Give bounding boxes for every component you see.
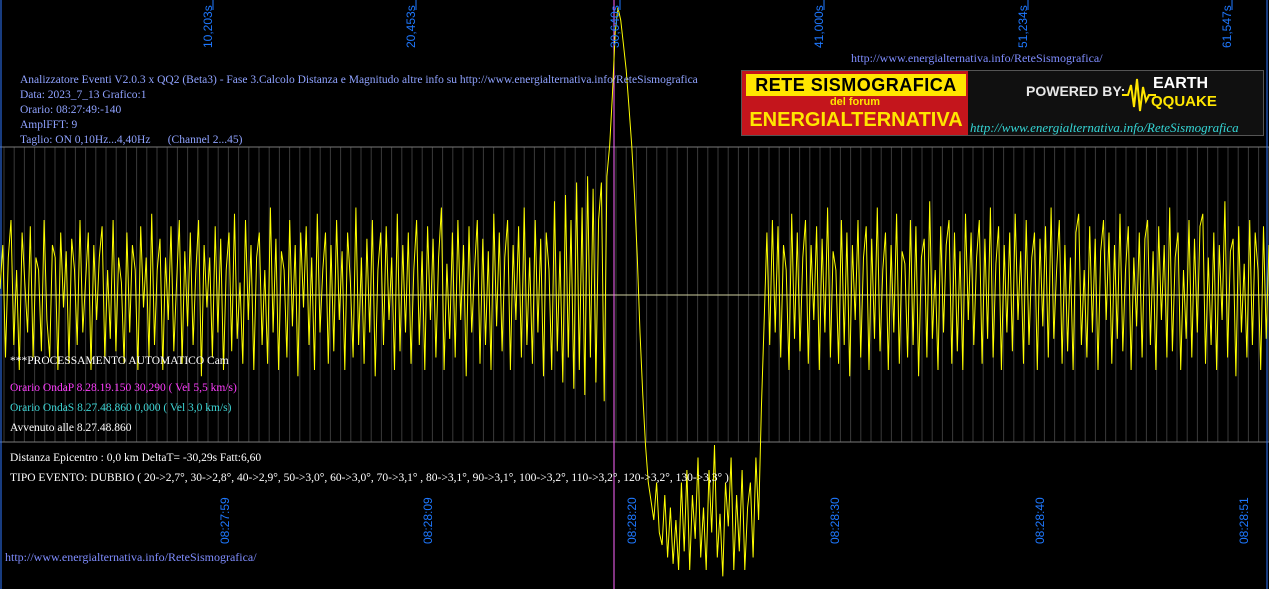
seconds-tick-label: 20,453s — [404, 5, 418, 48]
logo-forum-name: ENERGIALTERNATIVA — [749, 109, 963, 131]
seconds-tick-label: 61,547s — [1220, 5, 1234, 48]
brand-qquake: QQUAKE — [1151, 93, 1217, 110]
onda-s-time: Orario OndaS 8.27.48.860 0,000 ( Vel 3,0… — [10, 402, 232, 414]
orario-line: Orario: 08:27:49:-140 — [20, 104, 122, 116]
processing-status: ***PROCESSAMENTO AUTOMATICO Cam — [10, 355, 229, 367]
logo-url[interactable]: http://www.energialternativa.info/ReteSi… — [970, 120, 1239, 135]
time-tick-label: 08:27:59 — [218, 497, 232, 544]
time-tick-label: 08:28:09 — [421, 497, 435, 544]
rete-sismografica-logo: RETE SISMOGRAFICA del forum ENERGIALTERN… — [741, 70, 1264, 136]
top-url-link[interactable]: http://www.energialternativa.info/ReteSi… — [851, 51, 1103, 65]
seismic-wave-icon — [1122, 78, 1156, 112]
event-time: Avvenuto alle 8.27.48.860 — [10, 422, 132, 434]
time-tick-label: 08:28:30 — [828, 497, 842, 544]
analyzer-title: Analizzatore Eventi V2.0.3 x QQ2 (Beta3)… — [20, 74, 698, 86]
seconds-tick-label: 10,203s — [201, 5, 215, 48]
onda-p-time: Orario OndaP 8.28.19.150 30,290 ( Vel 5,… — [10, 382, 237, 394]
data-line: Data: 2023_7_13 Grafico:1 — [20, 89, 147, 101]
time-tick-label: 08:28:51 — [1237, 497, 1251, 544]
time-tick-label: 08:28:20 — [625, 497, 639, 544]
brand-earth: EARTH — [1153, 75, 1209, 92]
seconds-tick-label: 30,640s — [608, 5, 622, 48]
epicenter-distance: Distanza Epicentro : 0,0 km DeltaT= -30,… — [10, 452, 262, 464]
taglio-line: Taglio: ON 0,10Hz...4,40Hz (Channel 2...… — [20, 134, 243, 146]
time-tick-label: 08:28:40 — [1033, 497, 1047, 544]
seismic-trace — [0, 7, 1269, 577]
logo-title: RETE SISMOGRAFICA — [746, 74, 966, 96]
logo-subtitle: del forum — [829, 96, 881, 108]
bottom-url-link[interactable]: http://www.energialternativa.info/ReteSi… — [5, 550, 257, 564]
seconds-tick-label: 41,000s — [812, 5, 826, 48]
seconds-tick-label: 51,234s — [1016, 5, 1030, 48]
powered-by-label: POWERED BY: — [1026, 83, 1126, 99]
ampl-fft-line: AmplFFT: 9 — [20, 119, 78, 131]
event-type: TIPO EVENTO: DUBBIO ( 20->2,7°, 30->2,8°… — [10, 472, 729, 484]
